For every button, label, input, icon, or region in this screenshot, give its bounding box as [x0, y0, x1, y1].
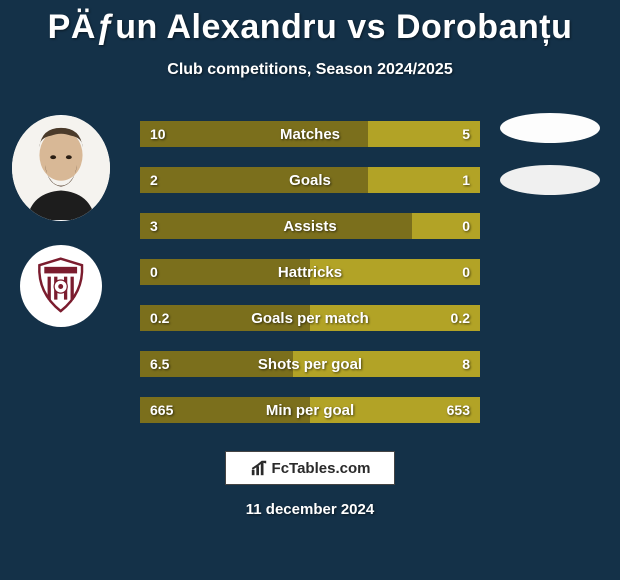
stat-value-right: 0.2	[451, 310, 470, 326]
stat-value-left: 0.2	[150, 310, 169, 326]
stat-label: Shots per goal	[258, 356, 362, 373]
stat-bars: 10 Matches 5 2 Goals 1 3 Assists 0 0 Hattricks 0 0.2…	[140, 121, 480, 423]
stat-label: Goals per match	[251, 310, 369, 327]
stat-fill	[140, 167, 368, 193]
stat-label: Matches	[280, 126, 340, 143]
stat-value-left: 665	[150, 402, 173, 418]
stat-value-left: 10	[150, 126, 166, 142]
chart-growth-icon	[250, 459, 268, 477]
player1-club-badge	[20, 245, 102, 327]
page-title: PÄƒun Alexandru vs Dorobanțu	[0, 0, 620, 47]
stat-row: 6.5 Shots per goal 8	[140, 351, 480, 377]
stat-label: Assists	[283, 218, 336, 235]
stat-value-left: 0	[150, 264, 158, 280]
stat-value-right: 1	[462, 172, 470, 188]
stat-row: 2 Goals 1	[140, 167, 480, 193]
stat-value-right: 0	[462, 264, 470, 280]
stat-row: 3 Assists 0	[140, 213, 480, 239]
stat-row: 0.2 Goals per match 0.2	[140, 305, 480, 331]
stat-value-left: 6.5	[150, 356, 169, 372]
player2-avatar-placeholder	[500, 113, 600, 143]
footer-brand-text: FcTables.com	[272, 460, 371, 477]
stat-row: 0 Hattricks 0	[140, 259, 480, 285]
stat-value-right: 8	[462, 356, 470, 372]
stat-value-left: 2	[150, 172, 158, 188]
stat-row: 10 Matches 5	[140, 121, 480, 147]
stat-row: 665 Min per goal 653	[140, 397, 480, 423]
stat-value-left: 3	[150, 218, 158, 234]
fctables-logo[interactable]: FcTables.com	[225, 451, 395, 485]
stat-label: Goals	[289, 172, 331, 189]
stat-label: Min per goal	[266, 402, 354, 419]
footer-date: 11 december 2024	[0, 501, 620, 518]
page-subtitle: Club competitions, Season 2024/2025	[0, 61, 620, 79]
player1-avatar	[12, 115, 110, 221]
player2-club-badge-placeholder	[500, 165, 600, 195]
stats-area: 10 Matches 5 2 Goals 1 3 Assists 0 0 Hattricks 0 0.2…	[0, 121, 620, 423]
stat-value-right: 0	[462, 218, 470, 234]
stat-value-right: 5	[462, 126, 470, 142]
stat-fill	[140, 213, 412, 239]
stat-label: Hattricks	[278, 264, 342, 281]
stat-value-right: 653	[447, 402, 470, 418]
